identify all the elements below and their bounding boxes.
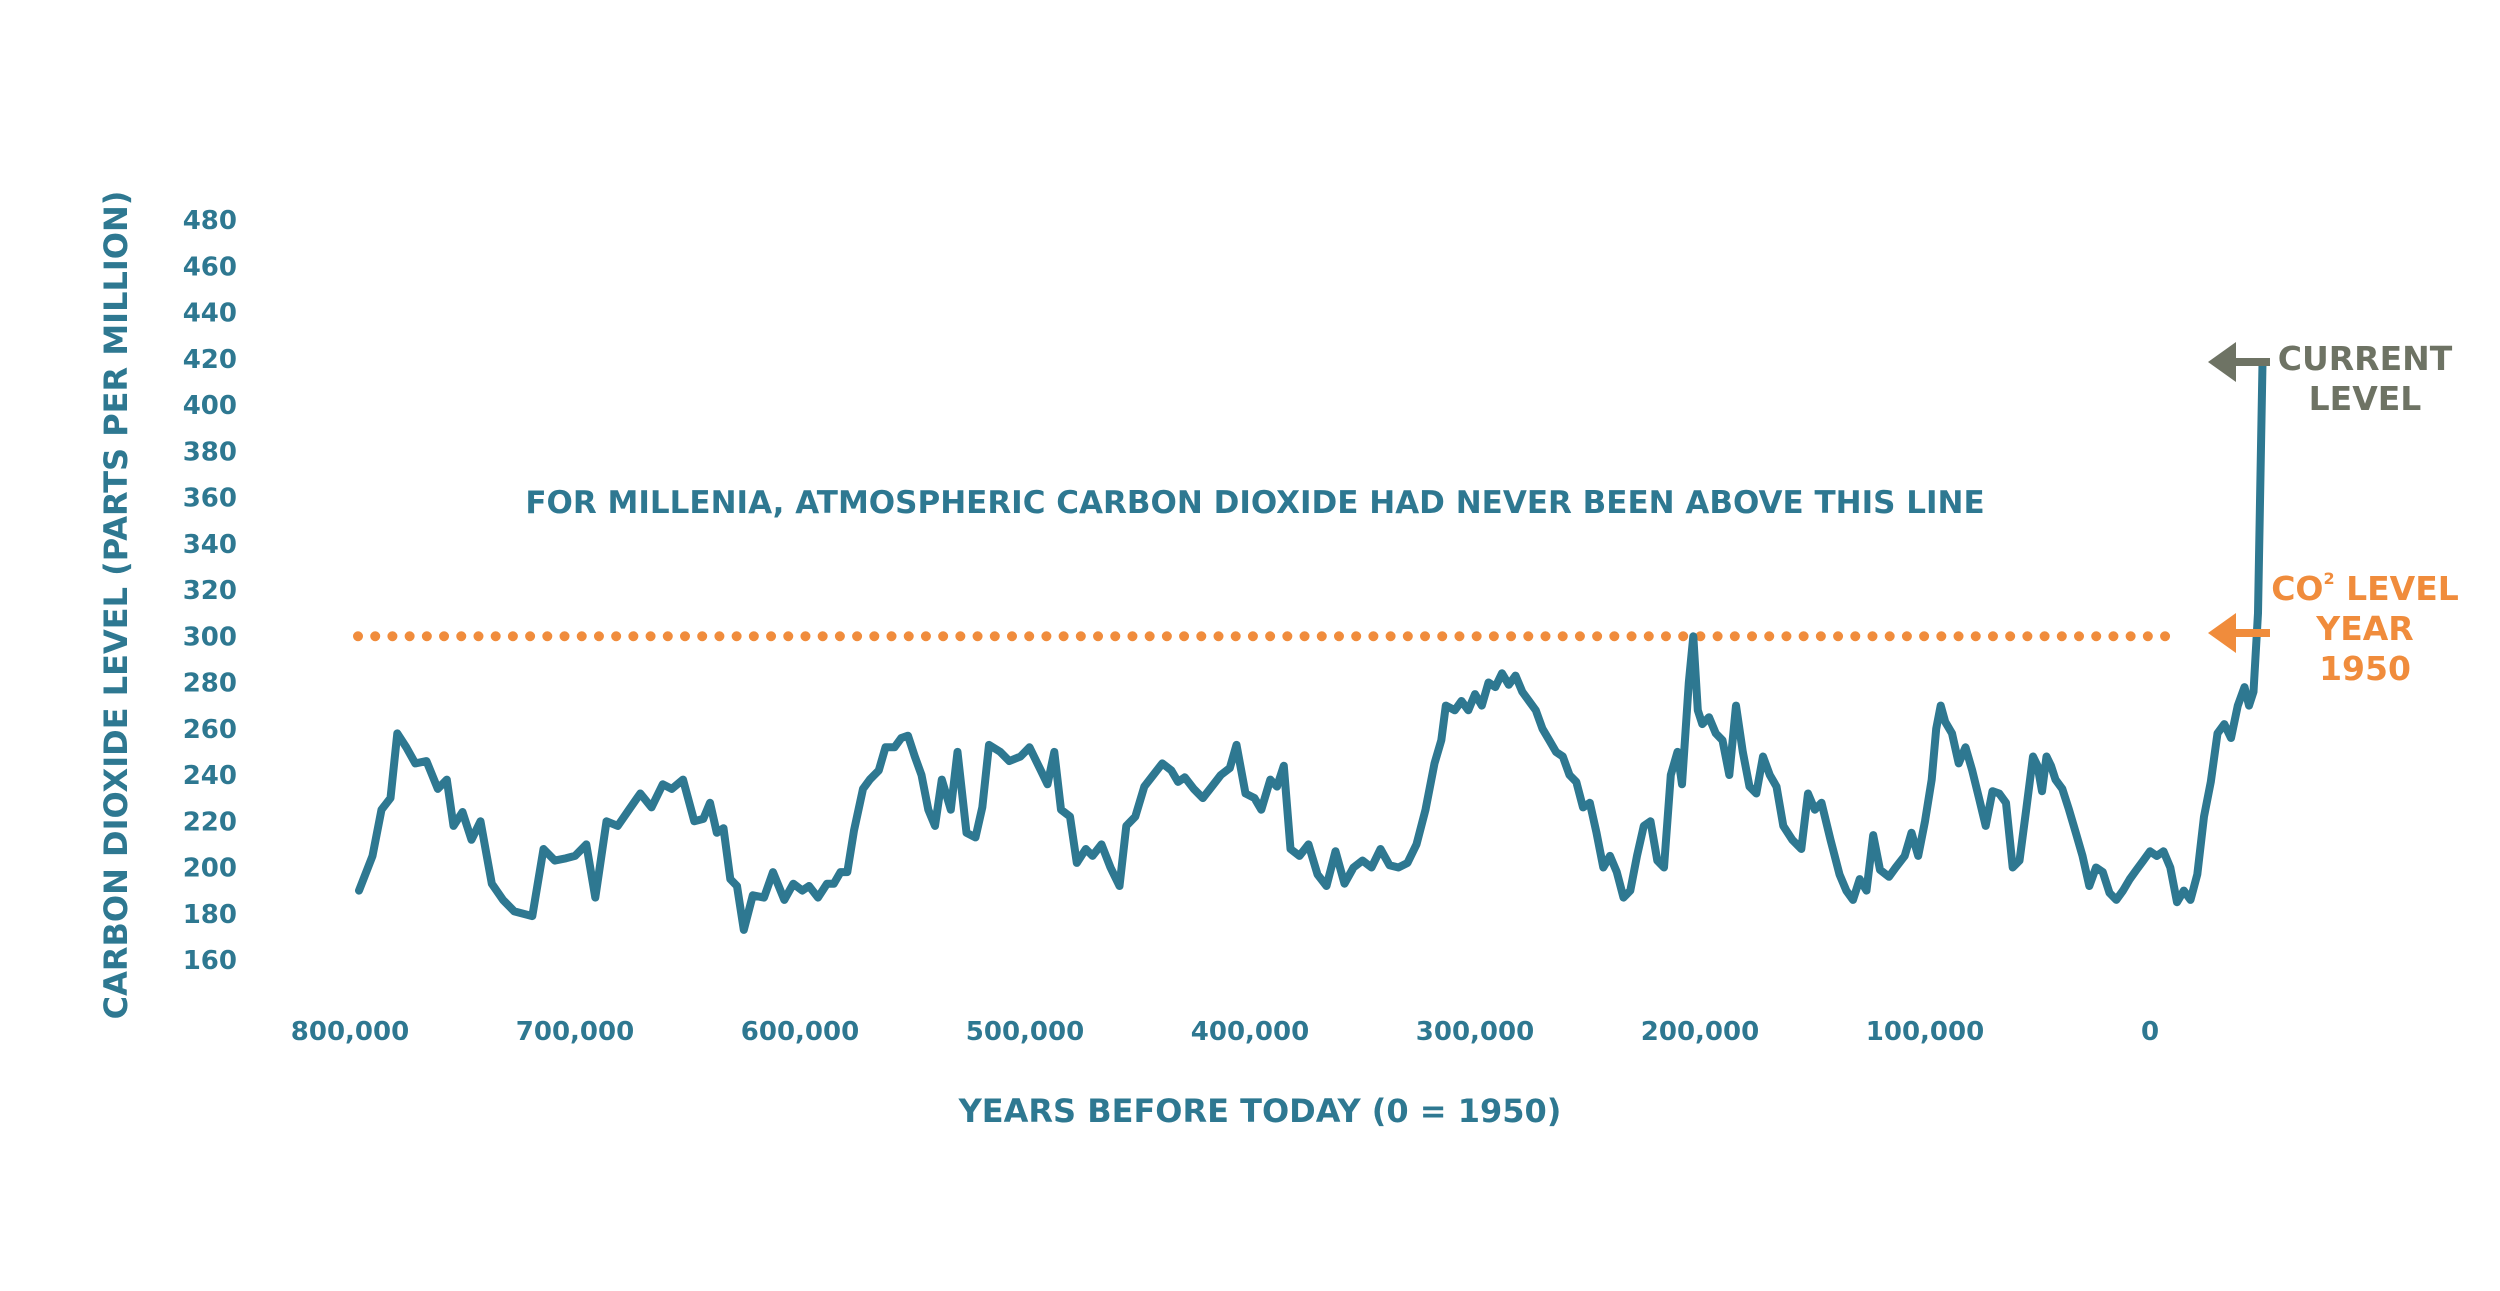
- y-tick-label: 300: [183, 622, 237, 652]
- y-tick-label: 260: [183, 715, 237, 745]
- y-tick-label: 220: [183, 807, 237, 837]
- co2-1950-label-line1: CO2 LEVEL: [2271, 569, 2459, 608]
- x-tick-label: 600,000: [741, 1017, 859, 1047]
- x-tick-label: 700,000: [516, 1017, 634, 1047]
- co2-prefix: CO: [2271, 569, 2323, 608]
- y-tick-label: 320: [183, 576, 237, 606]
- y-tick-label: 420: [183, 345, 237, 375]
- y-tick-label: 240: [183, 761, 237, 791]
- co2-1950-arrow-icon: [2208, 613, 2270, 653]
- y-axis-title: CARBON DIOXIDE LEVEL (PARTS PER MILLION): [97, 191, 135, 1020]
- y-tick-label: 400: [183, 391, 237, 421]
- y-tick-label: 160: [183, 946, 237, 976]
- x-tick-label: 400,000: [1191, 1017, 1309, 1047]
- x-tick-label: 200,000: [1641, 1017, 1759, 1047]
- current-level-label-line2: LEVEL: [2309, 379, 2422, 418]
- current-arrow-icon: [2208, 342, 2270, 382]
- y-tick-label: 180: [183, 900, 237, 930]
- x-axis-title: YEARS BEFORE TODAY (0 = 1950): [958, 1092, 1562, 1130]
- y-tick-label: 480: [183, 206, 237, 236]
- y-tick-label: 200: [183, 854, 237, 884]
- co2-1950-label-line3: 1950: [2319, 649, 2411, 688]
- y-tick-label: 340: [183, 530, 237, 560]
- co2-suffix: LEVEL: [2335, 569, 2459, 608]
- threshold-annotation: FOR MILLENIA, ATMOSPHERIC CARBON DIOXIDE…: [525, 485, 1984, 521]
- co2-series-line: [355, 359, 2267, 934]
- y-tick-label: 380: [183, 437, 237, 467]
- x-tick-label: 0: [2141, 1017, 2159, 1047]
- y-tick-label: 460: [183, 252, 237, 282]
- y-tick-label: 280: [183, 669, 237, 699]
- x-tick-label: 500,000: [966, 1017, 1084, 1047]
- x-tick-label: 100,000: [1866, 1017, 1984, 1047]
- y-axis-ticks: 160 180 200 220 240 260 280 300 320 340 360 380 400 4…: [183, 206, 237, 976]
- y-tick-label: 440: [183, 299, 237, 329]
- x-axis-ticks: 800,000 700,000 600,000 500,000 400,000 300,0…: [291, 1017, 2159, 1047]
- y-tick-label: 360: [183, 484, 237, 514]
- current-level-label-line1: CURRENT: [2278, 339, 2453, 378]
- co2-1950-label-line2: YEAR: [2315, 609, 2413, 648]
- co2-superscript: 2: [2323, 569, 2334, 588]
- x-tick-label: 300,000: [1416, 1017, 1534, 1047]
- x-tick-label: 800,000: [291, 1017, 409, 1047]
